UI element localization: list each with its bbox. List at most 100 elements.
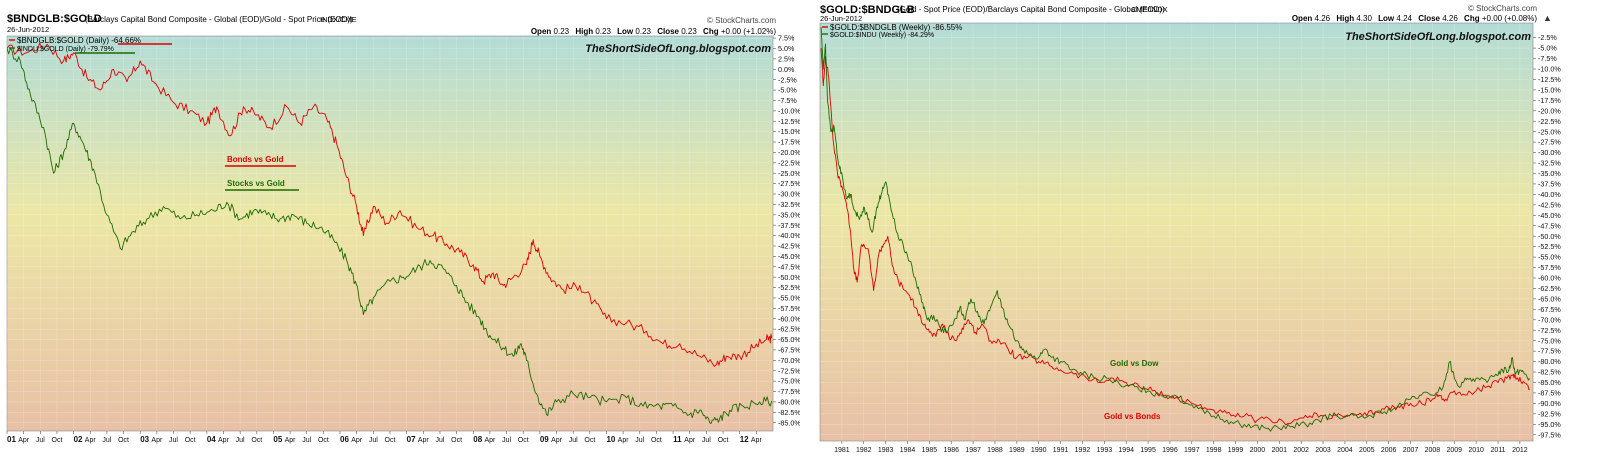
y-tick-label: -57.5% xyxy=(778,304,800,313)
y-tick-label: -60.0% xyxy=(1538,274,1561,283)
y-tick-label: -5.0% xyxy=(1538,44,1557,53)
x-tick-label: 2004 xyxy=(1337,447,1353,454)
y-tick-label: -90.0% xyxy=(1538,399,1561,408)
annotation-bonds-vs-gold: Bonds vs Gold xyxy=(227,155,284,164)
annotation-gold-vs-bonds: Gold vs Bonds xyxy=(1104,412,1161,421)
ohlc-readout: Open 0.23 High 0.23 Low 0.23 Close 0.23 … xyxy=(531,27,777,36)
x-tick-label: 07 xyxy=(407,435,416,444)
y-tick-label: -65.0% xyxy=(1538,294,1561,303)
x-tick-label: 2010 xyxy=(1468,447,1484,454)
x-tick-label: 1981 xyxy=(834,447,850,454)
x-tick-label: 2009 xyxy=(1446,447,1462,454)
y-tick-label: -95.0% xyxy=(1538,420,1561,429)
y-tick-label: -15.0% xyxy=(1538,85,1561,94)
grid xyxy=(820,23,1533,441)
source-credit: © StockCharts.com xyxy=(707,16,776,25)
x-tick-label: 1993 xyxy=(1097,447,1113,454)
y-tick-label: -42.5% xyxy=(1538,200,1561,209)
y-tick-label: -22.5% xyxy=(1538,117,1561,126)
x-tick-label: 02 xyxy=(74,435,83,444)
series-line-0 xyxy=(820,48,1530,426)
y-tick-label: 0.0% xyxy=(778,65,795,74)
y-tick-label: -25.0% xyxy=(778,169,800,178)
y-tick-label: -27.5% xyxy=(778,179,800,188)
y-tick-label: -45.0% xyxy=(1538,211,1561,220)
y-tick-label: -82.5% xyxy=(1538,368,1561,377)
chart-date: 26-Jun-2012 xyxy=(7,25,49,34)
x-tick-label: Jul xyxy=(369,437,378,444)
series-line-1 xyxy=(7,47,773,424)
x-tick-label: Apr xyxy=(218,437,230,444)
x-tick-label: 09 xyxy=(540,435,549,444)
y-tick-label: -7.5% xyxy=(1538,54,1557,63)
y-tick-label: -32.5% xyxy=(778,200,800,209)
y-tick-label: -17.5% xyxy=(778,138,800,147)
y-tick-label: -77.5% xyxy=(1538,347,1561,356)
x-tick-label: Oct xyxy=(651,437,662,444)
y-tick-label: -15.0% xyxy=(778,127,800,136)
y-tick-label: -32.5% xyxy=(1538,159,1561,168)
y-tick-label: 5.0% xyxy=(778,44,795,53)
y-axis: -2.5%-5.0%-7.5%-10.0%-12.5%-15.0%-17.5%-… xyxy=(1533,33,1561,439)
y-tick-label: -72.5% xyxy=(778,366,800,375)
y-tick-label: -25.0% xyxy=(1538,127,1561,136)
x-tick-label: Apr xyxy=(618,437,630,444)
x-tick-label: Jul xyxy=(36,437,45,444)
legend: $GOLD:$BNDGLB (Weekly) -86.55% $GOLD:$IN… xyxy=(822,23,962,39)
x-tick-label: Oct xyxy=(318,437,329,444)
y-axis: 7.5%5.0%2.5% 0.0%-2.5% -5.0%-7.5%-10.0% -12… xyxy=(773,34,801,427)
y-tick-label: -85.0% xyxy=(1538,378,1561,387)
plot-area xyxy=(6,35,774,432)
y-tick-label: -27.5% xyxy=(1538,138,1561,147)
chart-date: 26-Jun-2012 xyxy=(820,14,862,23)
y-tick-label: -70.0% xyxy=(1538,315,1561,324)
y-tick-label: -30.0% xyxy=(778,190,800,199)
x-tick-label: Jul xyxy=(102,437,111,444)
y-tick-label: -65.0% xyxy=(778,335,800,344)
x-tick-label: 1989 xyxy=(1009,447,1025,454)
y-tick-label: -70.0% xyxy=(778,356,800,365)
x-axis: 1981 1982 1983 1984 1985 1986 1987 1988 1989 1990… xyxy=(834,441,1528,454)
x-tick-label: 2001 xyxy=(1272,447,1288,454)
scroll-up-icon[interactable]: ▲ xyxy=(1543,13,1552,23)
y-tick-label: -92.5% xyxy=(1538,409,1561,418)
x-tick-label: Jul xyxy=(302,437,311,444)
y-tick-label: -55.0% xyxy=(778,294,800,303)
x-tick-label: Oct xyxy=(118,437,129,444)
chart-symbol: $BNDGLB:$GOLD xyxy=(7,13,102,25)
x-tick-label: Apr xyxy=(151,437,163,444)
x-tick-label: 1985 xyxy=(922,447,938,454)
y-tick-label: -2.5% xyxy=(778,75,797,84)
x-tick-label: 1987 xyxy=(965,447,981,454)
x-tick-label: 10 xyxy=(606,435,615,444)
chart-bonds-stocks-vs-gold: $BNDGLB:$GOLD (Barclays Capital Bond Com… xyxy=(0,0,801,462)
x-tick-label: 2000 xyxy=(1250,447,1266,454)
plot-area xyxy=(819,22,1534,442)
y-tick-label: -87.5% xyxy=(1538,389,1561,398)
chart-exchange: INDX/CME xyxy=(320,15,357,24)
x-tick-label: Jul xyxy=(635,437,644,444)
x-tick-label: 1994 xyxy=(1118,447,1134,454)
y-tick-label: -47.5% xyxy=(778,262,800,271)
x-tick-label: 1983 xyxy=(878,447,894,454)
x-tick-label: 1992 xyxy=(1075,447,1091,454)
x-tick-label: 03 xyxy=(140,435,149,444)
y-tick-label: -20.0% xyxy=(1538,106,1561,115)
y-tick-label: -40.0% xyxy=(1538,190,1561,199)
x-tick-label: Oct xyxy=(451,437,462,444)
x-tick-label: Oct xyxy=(52,437,63,444)
x-tick-label: 2012 xyxy=(1512,447,1528,454)
y-tick-label: -5.0% xyxy=(778,86,797,95)
x-axis: 01 Apr Jul Oct 02 Apr Jul Oct 03 Apr Jul Oct 04 Apr Ju… xyxy=(6,431,762,444)
x-tick-label: 2007 xyxy=(1403,447,1419,454)
x-tick-label: 05 xyxy=(273,435,282,444)
y-tick-label: -7.5% xyxy=(778,96,797,105)
x-tick-label: Oct xyxy=(518,437,529,444)
x-tick-label: 2011 xyxy=(1490,447,1505,454)
x-tick-label: 01 xyxy=(7,435,16,444)
y-tick-label: -37.5% xyxy=(1538,180,1561,189)
x-tick-label: 06 xyxy=(340,435,349,444)
y-tick-label: -97.5% xyxy=(1538,430,1561,439)
x-tick-label: Apr xyxy=(418,437,430,444)
y-tick-label: -67.5% xyxy=(1538,305,1561,314)
